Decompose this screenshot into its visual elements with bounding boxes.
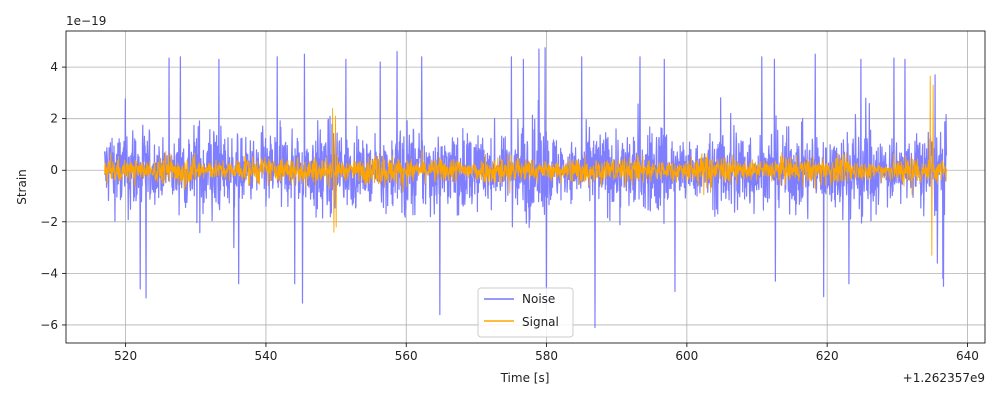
series-layer bbox=[103, 47, 948, 329]
x-offset-label: +1.262357e9 bbox=[903, 371, 985, 385]
y-tick-label: 2 bbox=[50, 112, 58, 126]
x-tick-label: 540 bbox=[254, 349, 277, 363]
x-tick-label: 560 bbox=[395, 349, 418, 363]
x-tick-label: 620 bbox=[816, 349, 839, 363]
legend-label-noise: Noise bbox=[522, 292, 555, 306]
series-line-signal bbox=[104, 75, 947, 256]
y-scale-label: 1e−19 bbox=[66, 14, 106, 28]
x-tick-label: 600 bbox=[675, 349, 698, 363]
y-tick-label: 0 bbox=[50, 163, 58, 177]
y-tick-label: −6 bbox=[40, 318, 58, 332]
plot-frame bbox=[65, 30, 986, 344]
legend-label-signal: Signal bbox=[522, 315, 559, 329]
x-tick-label: 580 bbox=[535, 349, 558, 363]
x-tick-label: 520 bbox=[114, 349, 137, 363]
y-tick-label: −2 bbox=[40, 215, 58, 229]
x-axis-label: Time [s] bbox=[500, 371, 550, 385]
ticks: 520 540 560 580 600 620 640 −6 −4 −2 0 2 4 bbox=[40, 60, 979, 363]
y-axis-label: Strain bbox=[15, 169, 29, 205]
legend: Noise Signal bbox=[477, 287, 574, 338]
y-tick-label: −4 bbox=[40, 266, 58, 280]
x-tick-label: 640 bbox=[956, 349, 979, 363]
series-line-noise bbox=[103, 47, 948, 329]
y-tick-label: 4 bbox=[50, 60, 58, 74]
legend-box bbox=[477, 287, 574, 338]
